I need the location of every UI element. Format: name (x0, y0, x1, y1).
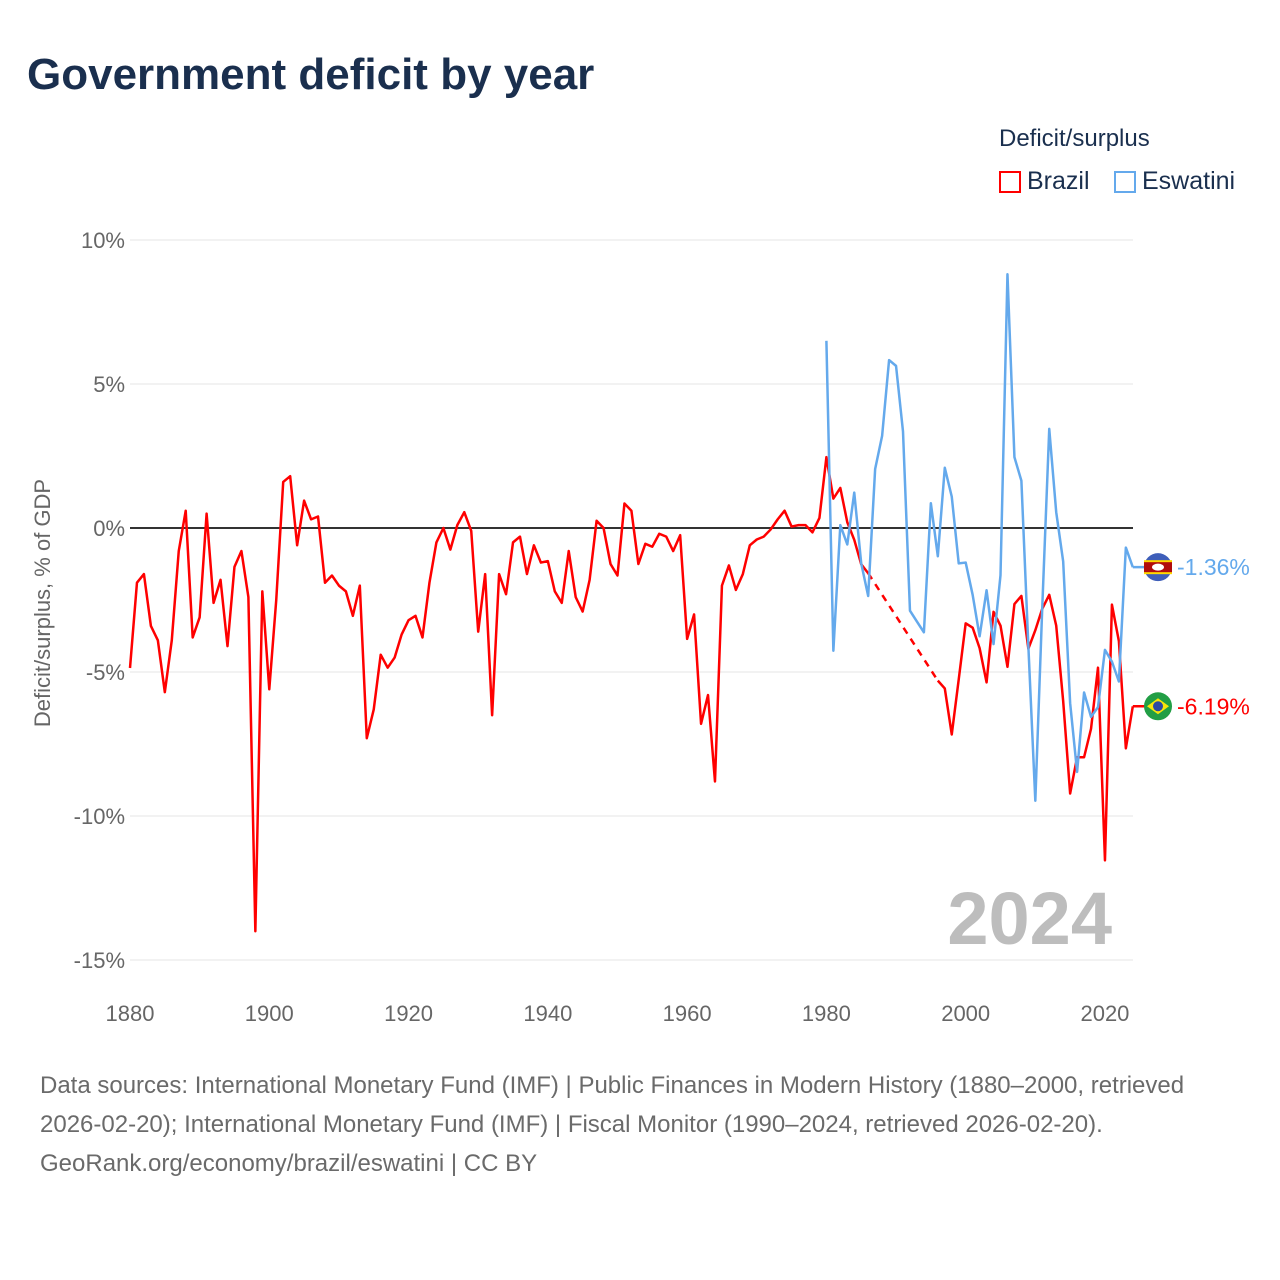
data-sources: Data sources: International Monetary Fun… (40, 1072, 1185, 1138)
x-tick-label: 1920 (384, 1001, 433, 1026)
brazil-flag-icon (1144, 692, 1172, 721)
eswatini-flag-icon (1144, 553, 1172, 582)
x-tick-label: 1980 (802, 1001, 851, 1026)
legend-label: Brazil (1027, 167, 1090, 195)
legend-item-eswatini[interactable]: Eswatini (1114, 167, 1235, 196)
y-tick-label: 0% (93, 516, 125, 541)
plot-area: 10% 5% 0% -5% -10% -15% 1880 1900 1920 1940 1960 19… (30, 228, 1250, 1026)
x-tick-label: 1940 (523, 1001, 572, 1026)
series-gap-brazil (867, 572, 939, 682)
chart-title: Government deficit by year (27, 50, 595, 99)
end-value-label: -1.36% (1177, 554, 1250, 580)
legend-title: Deficit/surplus (999, 125, 1150, 152)
x-tick-label: 1900 (245, 1001, 294, 1026)
x-tick-label: 2020 (1080, 1001, 1129, 1026)
y-axis-label: Deficit/surplus, % of GDP (30, 479, 55, 727)
legend-label: Eswatini (1142, 167, 1236, 195)
y-tick-label: -5% (86, 660, 125, 685)
footer: Data sources: International Monetary Fun… (40, 1066, 1240, 1183)
series-line-brazil (128, 455, 1135, 933)
legend-swatch-eswatini (1114, 170, 1136, 193)
legend-item-brazil[interactable]: Brazil (999, 167, 1090, 196)
y-tick-label: -15% (74, 948, 125, 973)
legend-swatch-brazil (999, 170, 1021, 193)
x-tick-label: 2000 (941, 1001, 990, 1026)
x-tick-label: 1880 (106, 1001, 155, 1026)
x-tick-label: 1960 (663, 1001, 712, 1026)
series-line-eswatini (825, 273, 1134, 802)
y-tick-label: -10% (74, 804, 125, 829)
end-value-label: -6.19% (1177, 693, 1250, 719)
year-label: 2024 (947, 877, 1112, 960)
y-tick-label: 10% (81, 228, 125, 253)
credit-link[interactable]: GeoRank.org/economy/brazil/eswatini | CC… (40, 1150, 538, 1177)
y-tick-label: 5% (93, 372, 125, 397)
